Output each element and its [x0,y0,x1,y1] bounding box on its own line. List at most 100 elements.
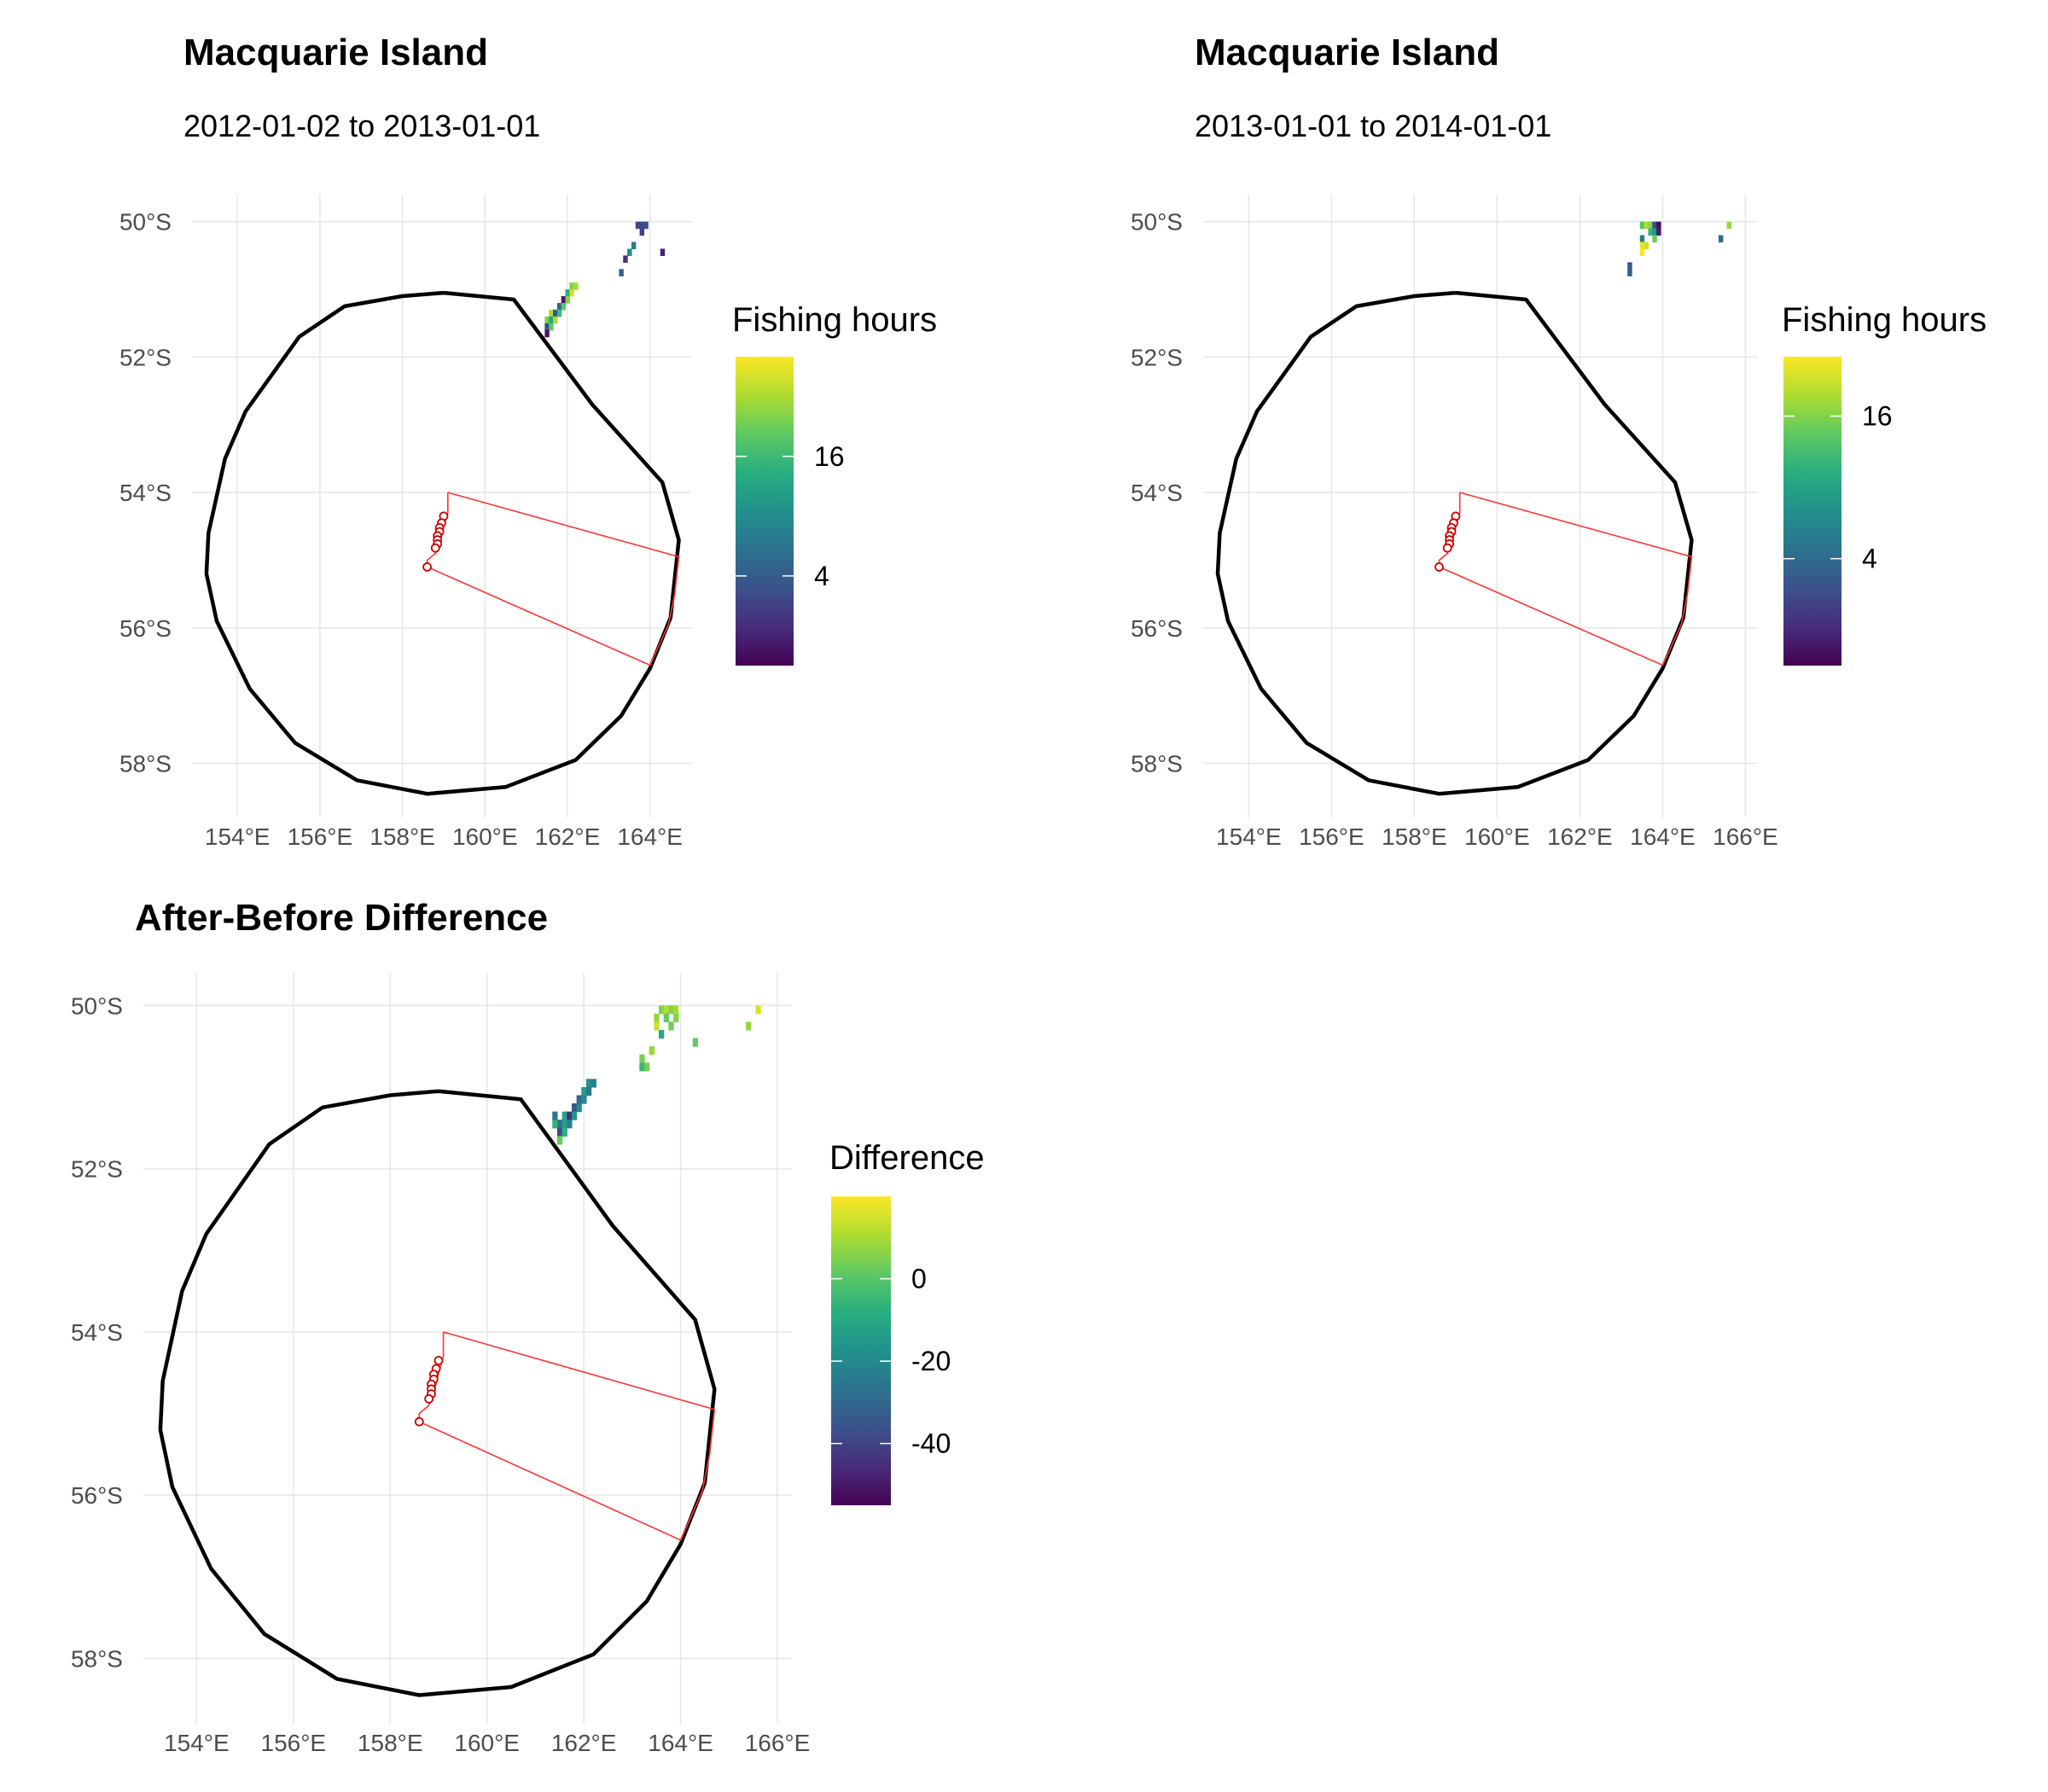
fishing-cell [1648,228,1653,236]
fishing-cell [663,1005,669,1015]
x-tick-label: 156°E [1299,823,1364,850]
fishing-cell [552,1111,558,1120]
fishing-cell [1656,221,1661,230]
y-tick-label: 56°S [1131,615,1183,642]
fishing-cell [631,241,637,250]
fishing-cell [1718,235,1724,243]
fishing-cell [673,1013,679,1022]
fishing-cell [553,316,558,324]
y-tick-label: 58°S [71,1645,123,1672]
fishing-cell [692,1038,699,1047]
fishing-cell [654,1013,660,1022]
fishing-cell [567,1120,573,1129]
fishing-cell [659,1005,665,1015]
y-tick-label: 50°S [1131,209,1183,236]
panel-title: Macquarie Island [1195,32,1499,73]
fishing-cell [544,316,550,324]
panel-subtitle: 2012-01-02 to 2013-01-01 [183,108,540,143]
fishing-cell [556,1127,563,1137]
fishing-cell [556,1136,563,1145]
x-tick-label: 164°E [648,1730,713,1756]
legend-colorbar [736,357,794,666]
fishing-cell [549,323,554,331]
legend-tick-label: 4 [814,561,829,591]
marine-park-boundary [418,1331,716,1541]
vessel-position-marker [1434,562,1444,572]
y-tick-label: 56°S [119,615,172,642]
x-tick-label: 156°E [261,1730,327,1756]
vessel-position-marker [430,543,440,553]
fishing-cell [556,1120,563,1129]
y-tick-label: 56°S [71,1482,123,1509]
fishing-cell [627,248,632,257]
fishing-cell [746,1021,752,1031]
fishing-cell [553,309,558,317]
panel-title: Macquarie Island [183,32,488,73]
fishing-cell [544,323,550,331]
y-tick-label: 50°S [71,992,123,1019]
fishing-cell [639,221,645,230]
y-tick-label: 50°S [119,209,172,236]
legend-tick-label: 16 [814,441,845,472]
fishing-cell [549,316,554,324]
legend: Fishing hours 4 16 [732,301,937,666]
panel-before: Macquarie Island 2012-01-02 to 2013-01-0… [119,32,937,850]
fishing-cell [565,289,570,297]
fishing-cell [569,289,574,297]
fishing-cell [573,282,579,290]
fishing-cell [643,221,649,230]
map-plot-area: 154°E 156°E 158°E 160°E 162°E 164°E 166°E 50°S 5… [71,973,810,1756]
eez-boundary [1215,290,1694,796]
x-tick-label: 160°E [452,823,518,850]
y-tick-label: 54°S [71,1319,123,1346]
fishing-cell [1652,228,1657,236]
fishing-cell [591,1079,596,1088]
fishing-cell [1644,241,1649,250]
x-tick-label: 162°E [535,823,601,850]
fishing-cell [571,1111,578,1120]
x-tick-label: 164°E [617,823,683,850]
panel-subtitle: 2013-01-01 to 2014-01-01 [1195,108,1551,143]
map-plot-area: 154°E 156°E 158°E 160°E 162°E 164°E 166°E 50°S 5… [1131,195,1778,850]
fishing-cell [673,1005,679,1015]
fishing-cell [1627,262,1632,270]
x-tick-label: 160°E [454,1730,520,1756]
x-tick-label: 166°E [745,1730,811,1756]
legend-tick-label: -20 [911,1346,951,1376]
y-tick-label: 58°S [1131,751,1183,777]
legend-title: Difference [829,1139,985,1177]
legend-title: Fishing hours [732,301,937,339]
fishing-cell [581,1095,587,1104]
fishing-cell [565,296,570,304]
x-tick-label: 162°E [1547,823,1613,850]
legend-tick-label: 16 [1862,401,1893,432]
fishing-cell [639,1062,645,1072]
x-tick-label: 158°E [369,823,435,850]
fishing-cell [635,221,641,230]
x-tick-label: 164°E [1630,823,1696,850]
fishing-cell [561,302,567,311]
fishing-cell [585,1079,592,1088]
fishing-cell [561,1120,567,1129]
x-tick-label: 156°E [288,823,353,850]
fishing-cell [663,1013,669,1022]
fishing-cell [639,1054,645,1063]
legend-colorbar [1783,357,1841,666]
fishing-cell [1644,221,1649,230]
x-tick-label: 158°E [358,1730,423,1756]
marine-park-boundary [426,492,680,666]
fishing-cell [668,1005,674,1015]
fishing-cell [571,1103,578,1113]
x-tick-label: 154°E [164,1730,230,1756]
vessel-position-marker [424,1393,434,1404]
y-tick-label: 52°S [119,344,172,370]
fishing-cell [567,1111,573,1120]
panel-after: Macquarie Island 2013-01-01 to 2014-01-0… [1131,32,1987,850]
fishing-cell [585,1086,592,1097]
fishing-cell [576,1095,582,1104]
x-tick-label: 154°E [1216,823,1282,850]
fishing-cell [1639,248,1645,257]
fishing-cell [654,1021,660,1031]
fishing-cell [549,309,554,317]
